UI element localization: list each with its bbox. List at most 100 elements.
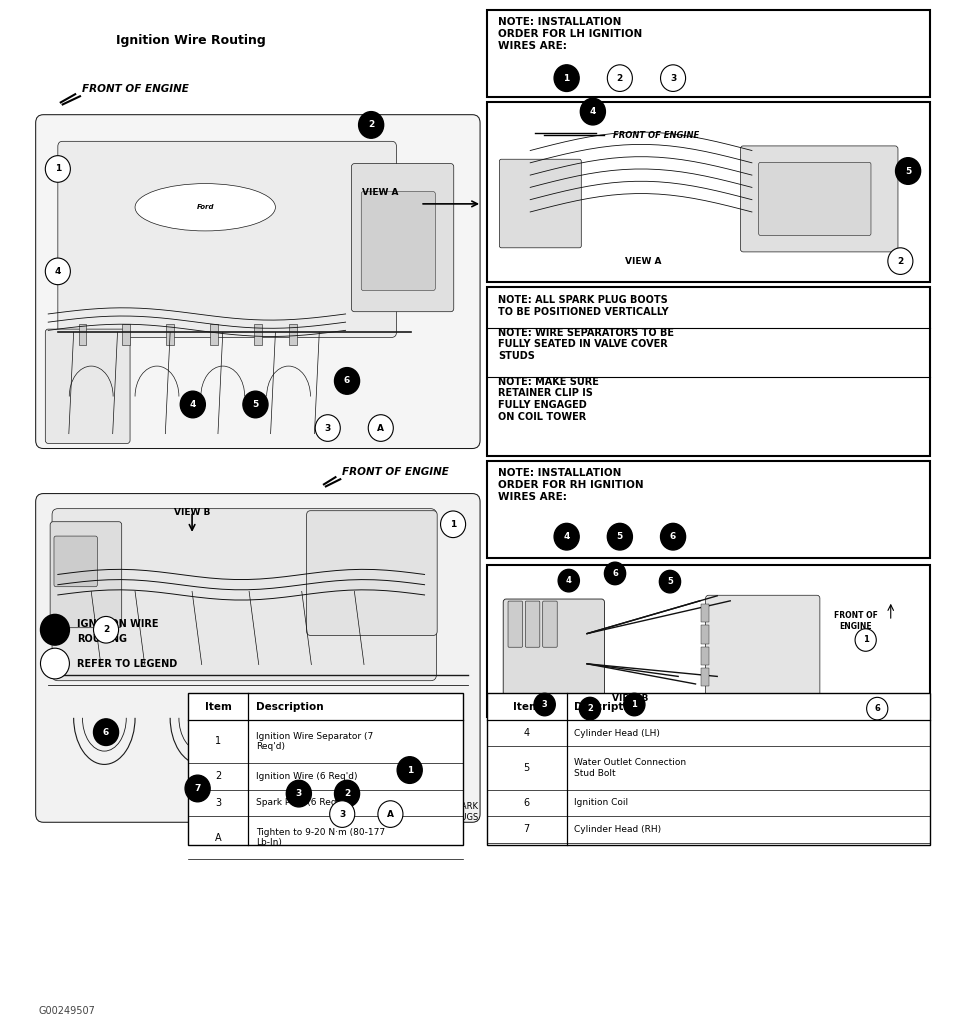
Bar <box>254 324 262 344</box>
Bar <box>701 668 709 686</box>
Circle shape <box>335 780 360 807</box>
Circle shape <box>40 614 69 645</box>
Text: 1: 1 <box>631 700 637 709</box>
Text: NOTE: MAKE SURE
RETAINER CLIP IS
FULLY ENGAGED
ON COIL TOWER: NOTE: MAKE SURE RETAINER CLIP IS FULLY E… <box>498 377 600 422</box>
Circle shape <box>607 523 632 550</box>
Text: 3: 3 <box>296 790 302 798</box>
FancyBboxPatch shape <box>58 141 396 338</box>
Text: 2: 2 <box>215 771 222 781</box>
Circle shape <box>554 65 579 91</box>
FancyBboxPatch shape <box>36 115 480 449</box>
Text: Ignition Coil: Ignition Coil <box>575 799 629 807</box>
Circle shape <box>94 616 119 643</box>
Text: 3: 3 <box>339 810 345 818</box>
Text: Ignition Wire Separator (7
Req'd): Ignition Wire Separator (7 Req'd) <box>256 732 373 751</box>
Text: 5: 5 <box>523 763 530 773</box>
Text: 5: 5 <box>253 400 258 409</box>
Circle shape <box>579 697 601 720</box>
Circle shape <box>580 98 605 125</box>
Text: 7: 7 <box>523 824 530 835</box>
Text: 5: 5 <box>667 578 673 586</box>
Bar <box>701 626 709 644</box>
Text: 2: 2 <box>587 705 593 713</box>
Bar <box>122 324 130 344</box>
Circle shape <box>359 112 384 138</box>
FancyBboxPatch shape <box>307 511 438 635</box>
Circle shape <box>554 523 579 550</box>
Bar <box>167 324 174 344</box>
Text: VIEW B: VIEW B <box>174 508 210 517</box>
Text: NOTE: INSTALLATION
ORDER FOR LH IGNITION
WIRES ARE:: NOTE: INSTALLATION ORDER FOR LH IGNITION… <box>498 17 643 51</box>
Text: 1: 1 <box>863 636 869 644</box>
Text: NOTE: WIRE SEPARATORS TO BE
FULLY SEATED IN VALVE COVER
STUDS: NOTE: WIRE SEPARATORS TO BE FULLY SEATED… <box>498 328 675 360</box>
FancyBboxPatch shape <box>759 162 871 236</box>
Text: 4: 4 <box>563 532 570 541</box>
Text: VIEW A: VIEW A <box>626 257 661 266</box>
Circle shape <box>888 248 913 274</box>
Text: FRONT OF
ENGINE: FRONT OF ENGINE <box>834 611 878 631</box>
Text: 1: 1 <box>55 165 61 173</box>
FancyBboxPatch shape <box>543 601 557 647</box>
FancyBboxPatch shape <box>497 602 920 706</box>
Text: 6: 6 <box>670 532 676 541</box>
FancyBboxPatch shape <box>54 537 97 587</box>
Text: Description: Description <box>575 701 642 712</box>
Bar <box>487 10 930 97</box>
Circle shape <box>378 801 403 827</box>
Circle shape <box>604 562 626 585</box>
Circle shape <box>660 523 685 550</box>
Text: REFER TO LEGEND: REFER TO LEGEND <box>77 658 177 669</box>
Circle shape <box>185 775 210 802</box>
Text: 2: 2 <box>368 121 374 129</box>
Text: VIEW B: VIEW B <box>612 694 649 703</box>
Circle shape <box>286 780 311 807</box>
FancyBboxPatch shape <box>525 601 540 647</box>
Text: 4: 4 <box>523 728 530 738</box>
Text: Cylinder Head (LH): Cylinder Head (LH) <box>575 729 660 737</box>
Bar <box>487 287 930 456</box>
Circle shape <box>45 258 70 285</box>
Circle shape <box>315 415 340 441</box>
Text: Ignition Wire Routing: Ignition Wire Routing <box>116 34 265 47</box>
Text: SPARK
PLUGS: SPARK PLUGS <box>451 803 478 821</box>
FancyBboxPatch shape <box>508 601 522 647</box>
FancyBboxPatch shape <box>52 509 437 681</box>
Text: 1: 1 <box>407 766 413 774</box>
Text: A: A <box>377 424 385 432</box>
Text: 4: 4 <box>55 267 61 275</box>
Text: VIEW A: VIEW A <box>362 188 398 197</box>
Text: 3: 3 <box>325 424 331 432</box>
Bar <box>79 324 87 344</box>
FancyBboxPatch shape <box>362 191 436 291</box>
Text: 4: 4 <box>190 400 196 409</box>
Circle shape <box>607 65 632 91</box>
FancyBboxPatch shape <box>45 329 130 443</box>
Text: 6: 6 <box>612 569 618 578</box>
Text: 6: 6 <box>874 705 880 713</box>
Bar <box>188 693 463 845</box>
Text: 3: 3 <box>215 798 222 808</box>
Circle shape <box>335 368 360 394</box>
Text: 3: 3 <box>542 700 548 709</box>
Bar <box>289 324 297 344</box>
Circle shape <box>624 693 645 716</box>
Circle shape <box>659 570 681 593</box>
Bar <box>210 324 218 344</box>
Circle shape <box>896 158 921 184</box>
Text: 5: 5 <box>617 532 623 541</box>
Circle shape <box>330 801 355 827</box>
Circle shape <box>441 511 466 538</box>
Circle shape <box>534 693 555 716</box>
Circle shape <box>558 569 579 592</box>
Bar <box>487 461 930 558</box>
Text: 1: 1 <box>450 520 456 528</box>
FancyBboxPatch shape <box>352 164 454 311</box>
Bar <box>487 693 930 845</box>
Text: G00249507: G00249507 <box>39 1006 95 1016</box>
Text: FRONT OF ENGINE: FRONT OF ENGINE <box>82 84 189 94</box>
Circle shape <box>368 415 393 441</box>
Bar <box>701 604 709 623</box>
Text: Item: Item <box>204 701 231 712</box>
Text: Water Outlet Connection
Stud Bolt: Water Outlet Connection Stud Bolt <box>575 759 686 777</box>
Circle shape <box>40 648 69 679</box>
